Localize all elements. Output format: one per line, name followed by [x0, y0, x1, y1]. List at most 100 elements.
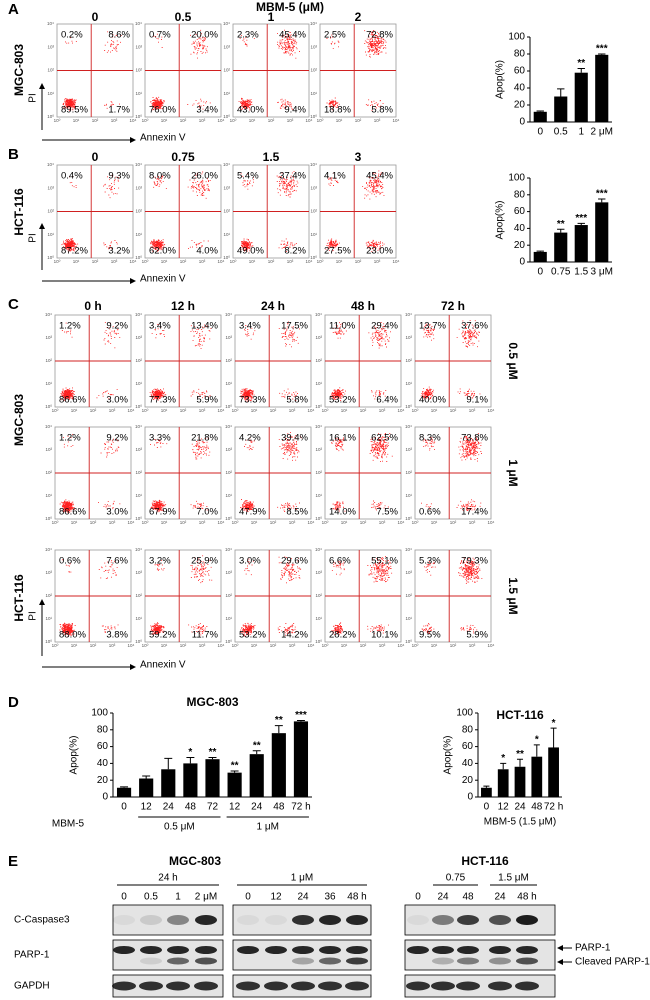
- label: 10⁰: [412, 643, 419, 648]
- flow-dots: [423, 323, 435, 341]
- label: 10¹: [249, 118, 256, 123]
- label: 100: [91, 708, 108, 719]
- label: 10¹: [73, 259, 80, 264]
- label: 86.6%: [59, 507, 86, 518]
- label: 10¹: [225, 493, 232, 498]
- label: 10²: [270, 408, 277, 413]
- flow-dots: [277, 98, 294, 110]
- flow-dots: [187, 98, 211, 110]
- label: 10²: [268, 259, 275, 264]
- label: 10³: [289, 408, 296, 413]
- label: 10⁰: [315, 516, 322, 521]
- label: 60: [462, 741, 474, 752]
- flow-dots: [331, 622, 343, 636]
- label: 10⁴: [135, 547, 142, 552]
- label: 10²: [135, 470, 142, 475]
- flow-dots: [150, 438, 168, 448]
- rotated-label: Apop(%): [495, 60, 506, 99]
- label: 10²: [225, 470, 232, 475]
- label: 10⁰: [142, 408, 149, 413]
- label: 10³: [109, 408, 116, 413]
- label: 10³: [405, 570, 412, 575]
- label: 10²: [405, 593, 412, 598]
- label: 5.8%: [286, 395, 308, 406]
- flow-dots: [244, 558, 254, 576]
- label: 10²: [135, 593, 142, 598]
- label: 1: [175, 892, 181, 903]
- flow-dots: [367, 555, 393, 583]
- label: **: [275, 715, 283, 726]
- label: 10⁰: [135, 114, 142, 119]
- label: MBM-5 (1.5 μM): [484, 817, 556, 828]
- label: 10²: [315, 593, 322, 598]
- band: [113, 946, 135, 954]
- rotated-label: HCT-116: [12, 574, 26, 622]
- label: 10³: [374, 118, 381, 123]
- rotated-label: 1.5 μM: [506, 577, 520, 614]
- label: 9.4%: [284, 105, 306, 116]
- flow-dots: [421, 502, 432, 510]
- label: 72 h: [291, 802, 310, 813]
- label: 10⁴: [223, 162, 230, 167]
- band: [236, 981, 260, 991]
- label: 13.7%: [419, 321, 446, 332]
- label: 24: [163, 802, 175, 813]
- band: [319, 957, 341, 965]
- error-bar: [557, 228, 565, 233]
- label: 10⁴: [128, 408, 135, 413]
- label: 10⁴: [306, 259, 313, 264]
- error-bar: [536, 250, 544, 252]
- label: 10¹: [161, 520, 168, 525]
- band: [489, 946, 511, 954]
- label: 0: [121, 802, 127, 813]
- label: 0.2%: [61, 30, 83, 41]
- label: 10²: [180, 408, 187, 413]
- label: 10¹: [405, 493, 412, 498]
- label: 10²: [450, 520, 457, 525]
- label: PARP-1: [14, 950, 50, 961]
- label: 10²: [310, 209, 317, 214]
- label: 10³: [45, 570, 52, 575]
- label: 0.5: [554, 127, 568, 138]
- label: E: [8, 853, 18, 870]
- label: 10⁰: [47, 114, 54, 119]
- bar: [249, 754, 264, 797]
- flow-dots: [100, 438, 120, 458]
- label: 48 h: [517, 892, 536, 903]
- label: 1 μM: [291, 873, 313, 884]
- label: **: [516, 749, 524, 760]
- label: 10⁴: [218, 520, 225, 525]
- label: 10⁰: [322, 643, 329, 648]
- label: 48: [462, 892, 474, 903]
- label: 10⁴: [310, 162, 317, 167]
- label: 10¹: [161, 643, 168, 648]
- label: 10²: [45, 358, 52, 363]
- flow-dots: [277, 623, 298, 636]
- band: [456, 981, 480, 991]
- flow-dots: [150, 622, 165, 636]
- label: 0.75: [446, 873, 466, 884]
- label: 10⁰: [135, 404, 142, 409]
- label: 4.1%: [324, 171, 346, 182]
- error-bar: [598, 198, 606, 203]
- rotated-label: PI: [28, 93, 39, 102]
- bar: [533, 111, 547, 122]
- error-bar: [274, 725, 283, 734]
- label: 0.75: [551, 267, 571, 278]
- flow-dots: [150, 238, 166, 252]
- label: 9.2%: [106, 321, 128, 332]
- label: 10²: [310, 68, 317, 73]
- label: 10²: [90, 643, 97, 648]
- label: 73.3%: [239, 395, 266, 406]
- label: 10⁴: [128, 520, 135, 525]
- label: 100: [508, 173, 525, 184]
- label: 3.8%: [106, 630, 128, 641]
- label: 10¹: [251, 408, 258, 413]
- label: **: [253, 740, 261, 751]
- label: 10²: [223, 68, 230, 73]
- label: 10⁰: [405, 404, 412, 409]
- label: 6.4%: [376, 395, 398, 406]
- label: 0.5: [144, 892, 158, 903]
- label: 20: [462, 775, 474, 786]
- label: 12 h: [171, 299, 195, 313]
